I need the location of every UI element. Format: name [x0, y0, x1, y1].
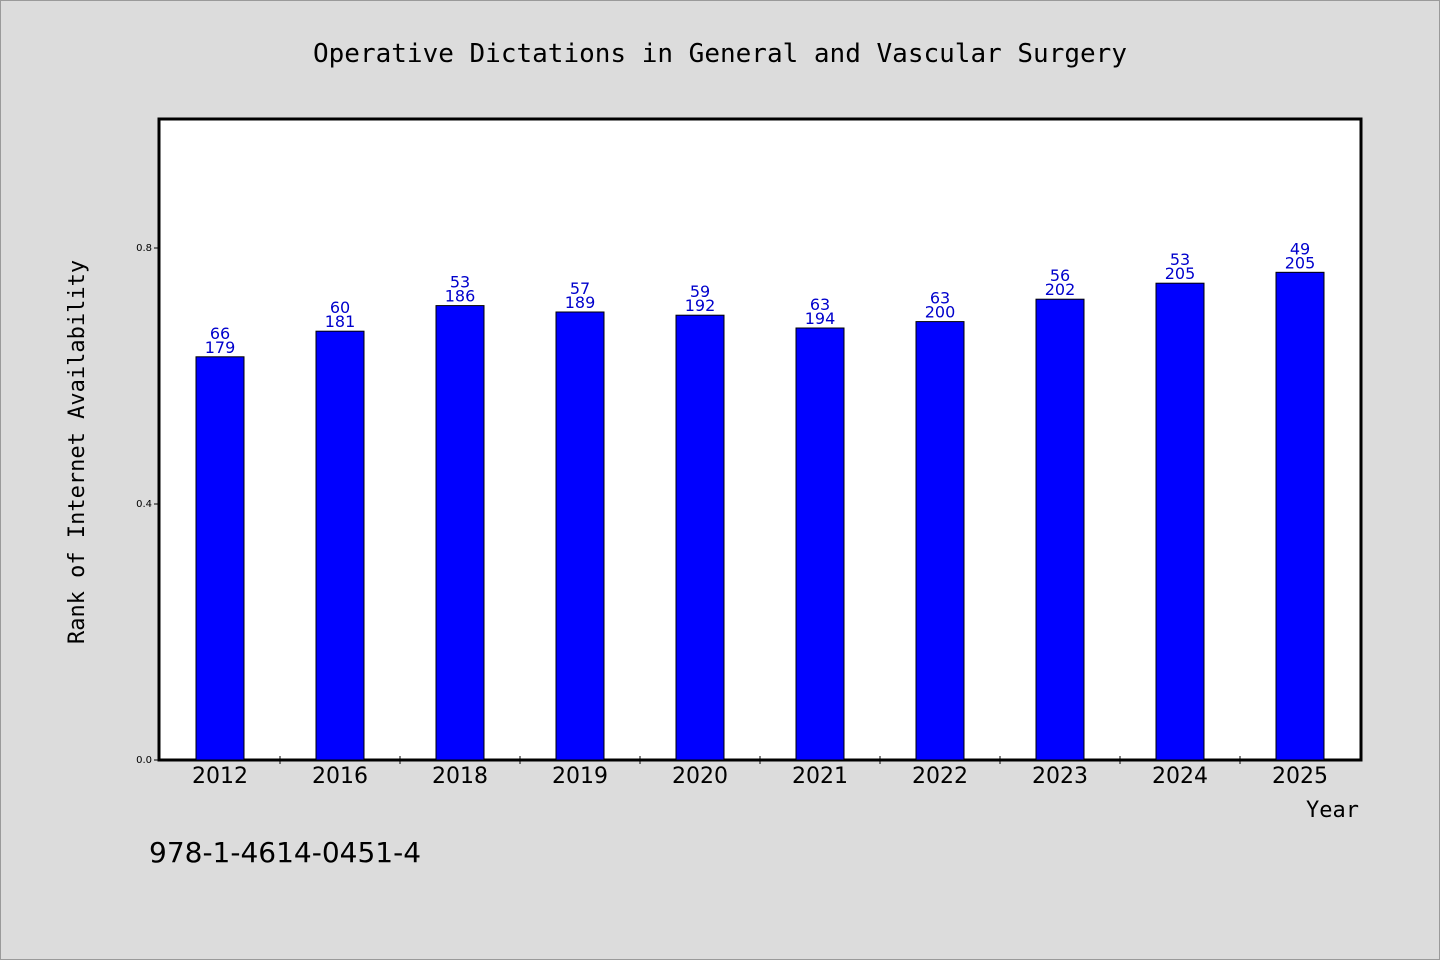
x-tick-label: 2019: [552, 764, 608, 789]
x-axis-label: Year: [1306, 798, 1359, 823]
bar-label-top: 57: [570, 279, 590, 298]
bar: [795, 327, 845, 761]
bar-label-bottom: 192: [685, 296, 716, 315]
bar-label-top: 63: [930, 289, 950, 308]
bar: [555, 311, 605, 761]
bar: [1155, 282, 1205, 761]
bar-label-top: 56: [1050, 266, 1070, 285]
bars-group: [195, 271, 1325, 761]
bar-label-top: 59: [690, 282, 710, 301]
x-tick-label: 2020: [672, 764, 728, 789]
bar: [315, 330, 365, 761]
bar-label-bottom: 200: [925, 303, 956, 322]
bar-label-top: 66: [210, 324, 230, 343]
x-axis: 2012 2016 2018 2019 2020 2021 2022 2023 2024 2025: [192, 756, 1328, 789]
bar-label-top: 53: [450, 273, 470, 292]
bar-label-bottom: 202: [1045, 280, 1076, 299]
y-axis-label: Rank of Internet Availability: [65, 260, 90, 644]
x-tick-label: 2012: [192, 764, 248, 789]
bar: [195, 356, 245, 761]
bar-label-bottom: 205: [1165, 264, 1196, 283]
y-tick-label: 0.0: [136, 755, 152, 766]
bar-label-top: 49: [1290, 239, 1310, 258]
bar: [1035, 298, 1085, 761]
bar: [915, 321, 965, 761]
x-tick-label: 2024: [1152, 764, 1208, 789]
x-tick-label: 2021: [792, 764, 848, 789]
x-tick-label: 2018: [432, 764, 488, 789]
bar-label-top: 63: [810, 295, 830, 314]
bar: [1275, 271, 1325, 761]
bar-label-top: 53: [1170, 250, 1190, 269]
bar: [435, 305, 485, 761]
bar-label-bottom: 186: [445, 287, 476, 306]
y-tick-label: 0.8: [136, 243, 152, 254]
chart-title: Operative Dictations in General and Vasc…: [313, 39, 1127, 69]
bar-label-bottom: 179: [205, 338, 236, 357]
x-tick-label: 2022: [912, 764, 968, 789]
x-tick-label: 2025: [1272, 764, 1328, 789]
bar-label-bottom: 205: [1285, 253, 1316, 272]
y-tick-label: 0.4: [136, 499, 152, 510]
x-tick-label: 2016: [312, 764, 368, 789]
bar: [675, 314, 725, 761]
bar-label-bottom: 181: [325, 312, 356, 331]
bar-label-top: 60: [330, 298, 350, 317]
y-axis: 0.0 0.4 0.8: [136, 243, 160, 766]
isbn-footer: 978-1-4614-0451-4: [149, 836, 421, 869]
bar-label-bottom: 194: [805, 309, 836, 328]
bar-label-bottom: 189: [565, 293, 596, 312]
x-tick-label: 2023: [1032, 764, 1088, 789]
